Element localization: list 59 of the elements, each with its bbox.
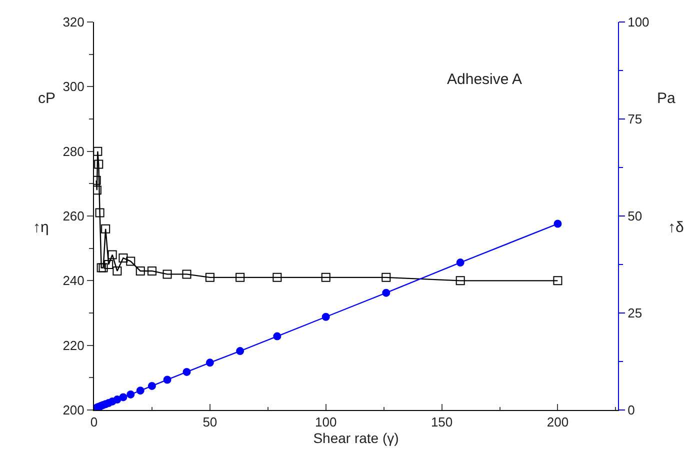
point bbox=[456, 276, 465, 286]
point bbox=[136, 386, 144, 395]
x-tick-label: 200 bbox=[546, 414, 569, 430]
point bbox=[136, 266, 145, 276]
point bbox=[104, 260, 114, 269]
point bbox=[94, 146, 102, 156]
point bbox=[382, 272, 391, 282]
y-tick-label: 320 bbox=[62, 14, 84, 30]
point bbox=[162, 270, 172, 279]
point bbox=[236, 347, 244, 356]
y2-axis-title: Pa bbox=[657, 90, 676, 107]
point bbox=[206, 358, 214, 367]
y-tick-label: 260 bbox=[62, 208, 84, 224]
point bbox=[95, 208, 104, 218]
annotation: Adhesive A bbox=[447, 71, 522, 88]
text: ↑δ bbox=[668, 219, 684, 236]
point bbox=[94, 160, 104, 169]
point bbox=[205, 272, 214, 282]
point bbox=[126, 256, 136, 266]
point bbox=[119, 393, 128, 402]
x-tick-label: 100 bbox=[315, 414, 337, 430]
point bbox=[382, 288, 390, 297]
point bbox=[148, 382, 156, 390]
point bbox=[96, 263, 106, 272]
y-tick-label: 200 bbox=[62, 402, 84, 418]
point bbox=[321, 272, 330, 282]
point bbox=[118, 254, 128, 263]
point bbox=[126, 390, 135, 398]
point bbox=[456, 258, 464, 267]
point bbox=[322, 312, 330, 321]
point bbox=[272, 272, 282, 282]
y2-tick-label: 100 bbox=[628, 14, 650, 30]
x-tick-label: 150 bbox=[430, 414, 453, 430]
point bbox=[554, 220, 562, 228]
point bbox=[182, 270, 192, 279]
y-tick-label: 220 bbox=[62, 338, 84, 353]
x-axis-title: Shear rate (γ) bbox=[313, 430, 399, 446]
point bbox=[108, 250, 117, 260]
point bbox=[147, 266, 156, 276]
point bbox=[112, 266, 122, 276]
point bbox=[163, 376, 172, 384]
point bbox=[101, 224, 110, 234]
point bbox=[182, 368, 191, 376]
point bbox=[553, 276, 562, 286]
point bbox=[98, 263, 108, 272]
y-axis-title: cP bbox=[38, 90, 56, 107]
x-tick-label: 0 bbox=[90, 414, 98, 430]
x-tick-label: 50 bbox=[202, 414, 218, 430]
point bbox=[273, 332, 282, 340]
point bbox=[236, 272, 245, 282]
point bbox=[113, 396, 122, 404]
text: ↑η bbox=[33, 219, 49, 236]
y2-tick-label: 50 bbox=[628, 208, 642, 224]
y2-tick-label: 0 bbox=[628, 402, 635, 418]
y-tick-label: 280 bbox=[62, 144, 84, 159]
y2-tick-label: 75 bbox=[628, 112, 642, 127]
y2-tick-label: 25 bbox=[628, 306, 642, 321]
y-tick-label: 240 bbox=[62, 273, 84, 288]
y-tick-label: 300 bbox=[62, 79, 84, 94]
